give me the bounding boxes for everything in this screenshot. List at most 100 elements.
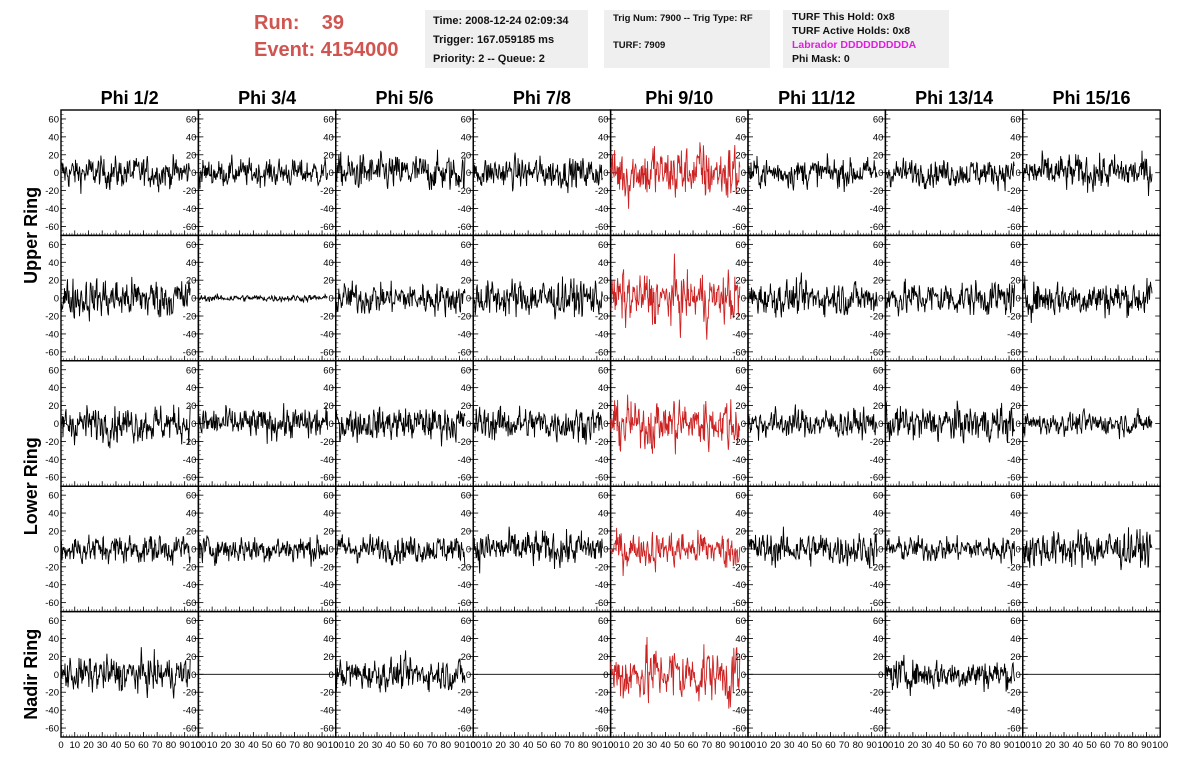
y-tick-label: 20 bbox=[48, 401, 59, 412]
y-tick-label: 20 bbox=[461, 401, 472, 412]
waveform-trace bbox=[335, 280, 466, 318]
x-tick-label: 50 bbox=[811, 740, 822, 751]
y-tick-label: -40 bbox=[183, 204, 197, 215]
y-tick-label: -40 bbox=[732, 329, 746, 340]
y-tick-label: 0 bbox=[329, 294, 334, 305]
x-tick-label: 60 bbox=[963, 740, 974, 751]
x-tick-label: 30 bbox=[647, 740, 658, 751]
x-tick-label: 0 bbox=[333, 740, 338, 751]
y-tick-label: 60 bbox=[461, 616, 472, 627]
y-tick-label: 40 bbox=[735, 132, 746, 143]
y-tick-label: 60 bbox=[461, 240, 472, 251]
waveform-trace bbox=[610, 253, 741, 340]
waveform-trace bbox=[747, 404, 878, 441]
run-event-block: Run: 39 Event: 4154000 bbox=[254, 10, 399, 64]
waveform-trace bbox=[884, 654, 1016, 697]
y-tick-label: -60 bbox=[320, 473, 334, 484]
y-tick-label: 0 bbox=[603, 419, 608, 430]
y-tick-label: 60 bbox=[735, 114, 746, 125]
y-tick-label: 60 bbox=[461, 114, 472, 125]
y-tick-label: 60 bbox=[48, 240, 59, 251]
y-tick-label: 0 bbox=[466, 419, 471, 430]
x-tick-label: 60 bbox=[413, 740, 424, 751]
y-tick-label: 20 bbox=[461, 652, 472, 663]
y-tick-label: 60 bbox=[323, 616, 334, 627]
y-tick-label: 40 bbox=[461, 258, 472, 269]
x-tick-label: 90 bbox=[866, 740, 877, 751]
y-tick-label: -40 bbox=[457, 204, 471, 215]
y-tick-label: -20 bbox=[732, 688, 746, 699]
y-tick-label: 0 bbox=[878, 294, 883, 305]
y-tick-label: 40 bbox=[598, 509, 609, 520]
y-tick-label: -40 bbox=[595, 455, 609, 466]
waveform-trace bbox=[884, 535, 1016, 564]
x-tick-label: 10 bbox=[69, 740, 80, 751]
waveform-trace bbox=[60, 154, 191, 194]
y-tick-label: -20 bbox=[183, 562, 197, 573]
waveform-trace bbox=[335, 650, 466, 693]
waveform-trace bbox=[1022, 407, 1153, 440]
waveform-trace bbox=[884, 400, 1016, 444]
y-tick-label: -60 bbox=[320, 598, 334, 609]
waveform-trace bbox=[335, 533, 466, 568]
y-tick-label: -40 bbox=[457, 455, 471, 466]
y-tick-label: -20 bbox=[870, 186, 884, 197]
column-header: Phi 7/8 bbox=[513, 88, 571, 108]
y-tick-label: 40 bbox=[735, 509, 746, 520]
x-tick-label: 0 bbox=[1020, 740, 1025, 751]
y-tick-label: 60 bbox=[48, 365, 59, 376]
y-tick-label: 60 bbox=[873, 491, 884, 502]
y-tick-label: -60 bbox=[320, 347, 334, 358]
y-tick-label: -60 bbox=[320, 222, 334, 233]
x-tick-label: 90 bbox=[1141, 740, 1152, 751]
y-tick-label: 20 bbox=[1010, 526, 1021, 537]
x-tick-label: 90 bbox=[1004, 740, 1015, 751]
y-tick-label: 40 bbox=[1010, 383, 1021, 394]
y-tick-label: 0 bbox=[54, 168, 59, 179]
y-tick-label: -60 bbox=[595, 222, 609, 233]
run-value: 39 bbox=[321, 12, 345, 34]
y-tick-label: 20 bbox=[735, 526, 746, 537]
y-tick-label: 0 bbox=[878, 544, 883, 555]
x-tick-label: 40 bbox=[935, 740, 946, 751]
y-tick-label: -60 bbox=[595, 724, 609, 735]
y-tick-label: -20 bbox=[457, 186, 471, 197]
y-tick-label: -60 bbox=[870, 222, 884, 233]
y-tick-label: -60 bbox=[183, 222, 197, 233]
turf-active-holds-text: TURF Active Holds: 0x8 bbox=[792, 25, 911, 37]
y-tick-label: -60 bbox=[457, 347, 471, 358]
x-tick-label: 100 bbox=[740, 740, 756, 751]
run-label: Run: bbox=[254, 12, 300, 34]
y-tick-label: -20 bbox=[183, 312, 197, 323]
y-tick-label: -40 bbox=[320, 204, 334, 215]
y-tick-label: 0 bbox=[329, 544, 334, 555]
x-tick-label: 0 bbox=[58, 740, 63, 751]
y-tick-label: -40 bbox=[1007, 455, 1021, 466]
x-tick-label: 70 bbox=[427, 740, 438, 751]
y-tick-label: 20 bbox=[48, 652, 59, 663]
x-tick-label: 80 bbox=[1127, 740, 1138, 751]
y-tick-label: -60 bbox=[45, 598, 59, 609]
y-tick-label: -40 bbox=[732, 580, 746, 591]
y-tick-label: -20 bbox=[595, 562, 609, 573]
y-tick-label: 0 bbox=[466, 544, 471, 555]
y-tick-label: -40 bbox=[870, 204, 884, 215]
trigger-info-box: Trig Num: 7900 -- Trig Type: RF TURF: 79… bbox=[604, 10, 770, 68]
y-tick-label: 60 bbox=[323, 365, 334, 376]
y-tick-label: -60 bbox=[870, 347, 884, 358]
x-tick-label: 50 bbox=[124, 740, 135, 751]
y-tick-label: 20 bbox=[735, 150, 746, 161]
y-tick-label: -40 bbox=[320, 580, 334, 591]
x-tick-label: 20 bbox=[1045, 740, 1056, 751]
x-tick-label: 50 bbox=[949, 740, 960, 751]
waveform-trace bbox=[60, 534, 191, 566]
y-tick-label: -20 bbox=[732, 186, 746, 197]
y-tick-label: 40 bbox=[48, 132, 59, 143]
y-tick-label: 60 bbox=[735, 365, 746, 376]
x-tick-label: 100 bbox=[328, 740, 344, 751]
y-tick-label: -40 bbox=[320, 329, 334, 340]
waveform-trace bbox=[1022, 275, 1153, 324]
x-tick-label: 0 bbox=[471, 740, 476, 751]
x-tick-label: 50 bbox=[1086, 740, 1097, 751]
